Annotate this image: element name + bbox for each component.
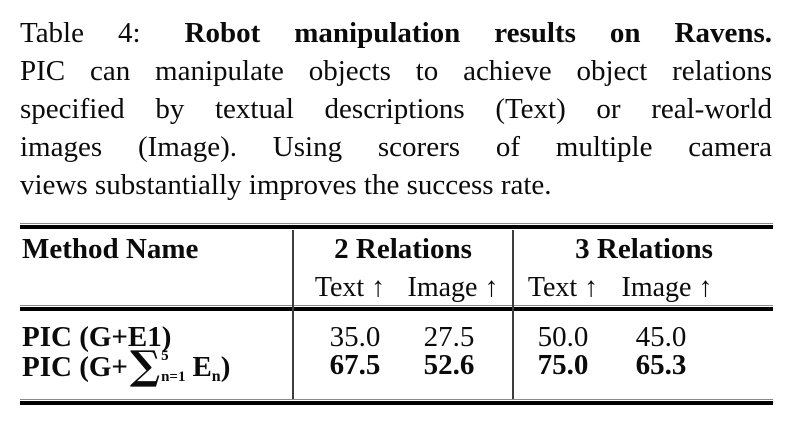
value-row2-text-2rel: 67.5 [329,349,381,381]
method-name-row1: PIC (G+E1) [22,321,172,353]
caption-label: Table 4: [20,17,141,49]
subheader-image-3rel: Image ↑ [621,272,713,303]
subheader-text-3rel: Text ↑ [527,272,599,303]
table-vertical-rule-1 [292,230,294,399]
group-header-3-relations: 3 Relations [575,233,713,265]
subheader-image-2rel: Image ↑ [407,272,499,303]
caption-line-1: Table 4: Robot manipulation results on R… [20,14,772,52]
subheader-text-2rel: Text ↑ [314,272,386,303]
table-bottom-rule [20,399,773,405]
energy-base: E [192,351,212,383]
method-prefix: PIC (G+ [22,351,128,383]
table-caption: Table 4: Robot manipulation results on R… [20,14,772,204]
summation-superscript: 5 [161,348,169,364]
caption-title: Robot manipulation results on Ravens. [184,17,773,49]
value-row1-image-3rel: 45.0 [635,321,687,353]
caption-line-5: views substantially improves the success… [20,169,552,201]
summation-icon: ∑ [129,342,161,389]
table-header-rule [20,305,773,311]
method-name-header: Method Name [22,233,199,265]
value-row2-image-2rel: 52.6 [423,349,475,381]
summation-limits: 5 n=1 [161,349,185,385]
energy-subscript: n [211,368,221,385]
caption-line-3: specified by textual descriptions (Text)… [20,93,772,125]
group-header-2-relations: 2 Relations [334,233,472,265]
caption-line-2: PIC can manipulate objects to achieve ob… [20,55,772,87]
value-row2-image-3rel: 65.3 [635,349,687,381]
value-row2-text-3rel: 75.0 [537,349,589,381]
table-top-rule [20,223,773,229]
table-vertical-rule-2 [512,230,514,399]
energy-term: En [192,350,221,385]
value-row1-text-3rel: 50.0 [537,321,589,353]
method-formula: PIC (G+ ∑ 5 n=1 En ) [22,342,231,389]
value-row1-image-2rel: 27.5 [423,321,475,353]
method-suffix: ) [220,351,231,383]
summation-subscript: n=1 [161,369,186,385]
caption-line-4: images (Image). Using scorers of multipl… [20,131,772,163]
value-row1-text-2rel: 35.0 [329,321,381,353]
method-name-row2: PIC (G+ ∑ 5 n=1 En ) [22,342,231,389]
